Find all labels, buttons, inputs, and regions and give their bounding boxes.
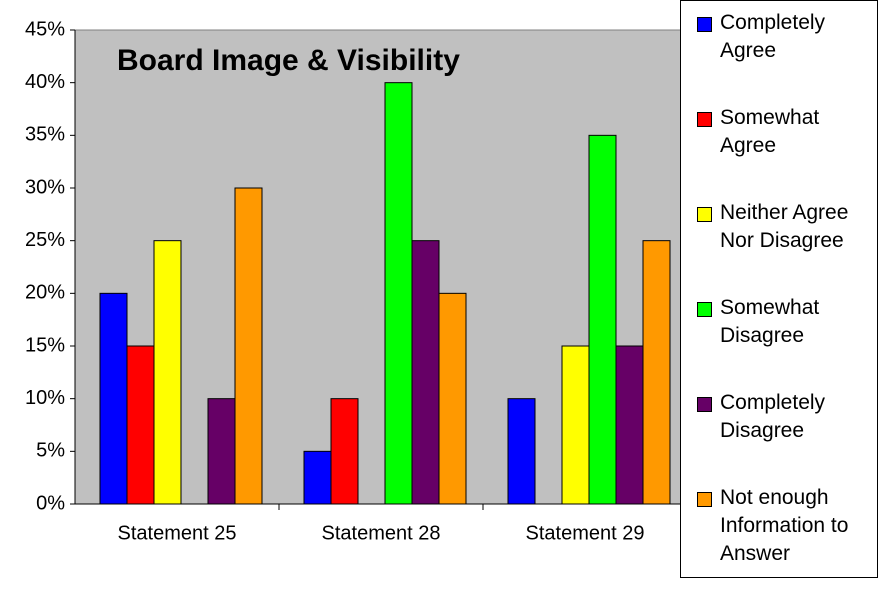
- bar: [588, 134, 617, 505]
- y-tick-label: 20%: [25, 282, 65, 304]
- legend-label: Completely Disagree: [720, 391, 826, 442]
- bar: [207, 398, 236, 505]
- legend-label: Neither Agree Nor Disagree: [720, 201, 849, 252]
- legend-swatch: [697, 397, 712, 412]
- bar: [438, 292, 467, 505]
- bar: [330, 398, 359, 505]
- bar: [234, 187, 263, 505]
- bar: [303, 450, 332, 505]
- legend-item: Somewhat Agree: [697, 104, 877, 199]
- legend-swatch: [697, 112, 712, 127]
- legend-swatch: [697, 17, 712, 32]
- bar: [153, 240, 182, 505]
- x-tick-label: Statement 29: [526, 522, 645, 544]
- bar: [384, 82, 413, 505]
- legend-item: Completely Disagree: [697, 389, 877, 484]
- legend-swatch: [697, 492, 712, 507]
- bar: [561, 345, 590, 505]
- legend-item: Completely Agree: [697, 9, 877, 104]
- legend-label: Completely Agree: [720, 11, 826, 62]
- legend-label: Somewhat Agree: [720, 106, 820, 157]
- bar: [126, 345, 155, 505]
- y-tick-label: 35%: [25, 124, 65, 146]
- y-tick-label: 15%: [25, 334, 65, 356]
- y-tick-label: 40%: [25, 71, 65, 93]
- legend-label: Not enough Information to Answer: [720, 486, 849, 565]
- bar: [507, 398, 536, 505]
- legend-item: Not enough Information to Answer: [697, 484, 877, 579]
- legend-item: Neither Agree Nor Disagree: [697, 199, 877, 294]
- bar: [99, 292, 128, 505]
- chart-title: Board Image & Visibility: [117, 44, 460, 77]
- legend-item: Somewhat Disagree: [697, 294, 877, 389]
- y-tick-label: 10%: [25, 387, 65, 409]
- bar: [615, 345, 644, 505]
- y-tick-label: 5%: [36, 440, 65, 462]
- y-tick-label: 25%: [25, 229, 65, 251]
- x-tick-label: Statement 28: [322, 522, 441, 544]
- legend-label: Somewhat Disagree: [720, 296, 820, 347]
- y-tick-label: 45%: [25, 18, 65, 40]
- legend: Completely Agree Somewhat Agree Neither Ag…: [680, 0, 878, 578]
- x-tick-label: Statement 25: [118, 522, 237, 544]
- y-tick-label: 30%: [25, 176, 65, 198]
- bar: [642, 240, 671, 505]
- legend-swatch: [697, 207, 712, 222]
- legend-swatch: [697, 302, 712, 317]
- y-tick-label: 0%: [36, 492, 65, 514]
- bar: [411, 240, 440, 505]
